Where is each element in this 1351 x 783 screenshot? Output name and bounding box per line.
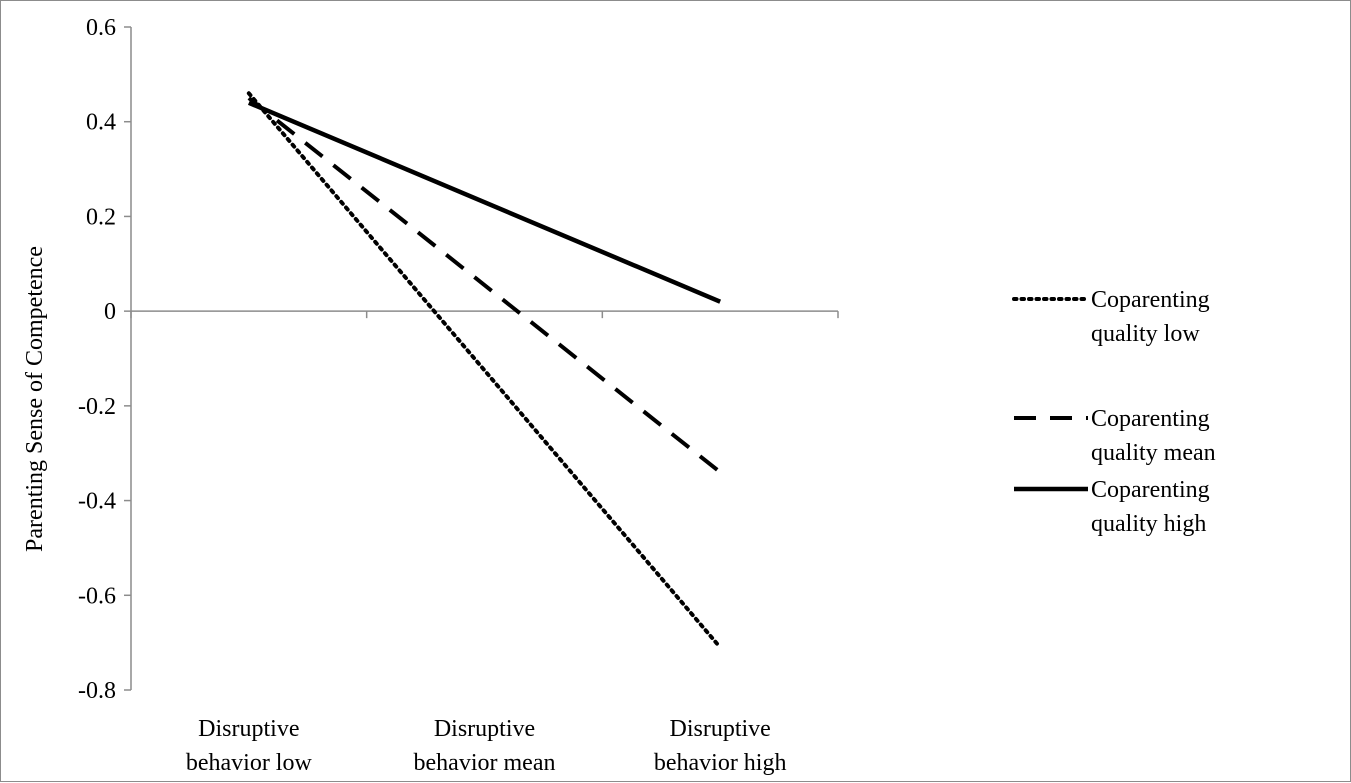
series-line-solid <box>247 100 722 304</box>
x-category-label: Disruptive behavior low <box>186 716 313 776</box>
series-lines <box>246 91 723 650</box>
y-tick-label: -0.2 <box>78 394 116 420</box>
legend-label: Coparenting quality mean <box>1091 406 1216 466</box>
legend-label: Coparenting quality high <box>1091 477 1210 537</box>
y-axis-label: Parenting Sense of Competence <box>22 246 48 552</box>
y-tick-label: 0 <box>104 299 116 325</box>
y-tick-label: 0.2 <box>86 204 116 230</box>
series-line-dotted <box>246 91 723 650</box>
y-tick-label: 0.4 <box>86 110 116 136</box>
y-tick-label: 0.6 <box>86 15 116 41</box>
y-tick-label: -0.4 <box>78 489 116 515</box>
y-tick-label: -0.8 <box>78 678 116 704</box>
legend-label: Coparenting quality low <box>1091 287 1210 347</box>
y-axis: 0.6 0.4 0.2 0 -0.2 -0.4 -0.6 -0.8 <box>78 15 132 704</box>
x-category-label: Disruptive behavior high <box>654 716 787 776</box>
x-axis: Disruptive behavior low Disruptive behavior… <box>130 310 839 776</box>
x-category-label: Disruptive behavior mean <box>414 716 556 776</box>
series-line-dashed <box>247 96 722 474</box>
y-tick-label: -0.6 <box>78 583 116 609</box>
legend: Coparenting quality low Coparenting quality… <box>1012 287 1216 537</box>
